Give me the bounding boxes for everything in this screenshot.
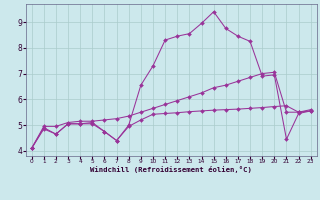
X-axis label: Windchill (Refroidissement éolien,°C): Windchill (Refroidissement éolien,°C): [90, 166, 252, 173]
